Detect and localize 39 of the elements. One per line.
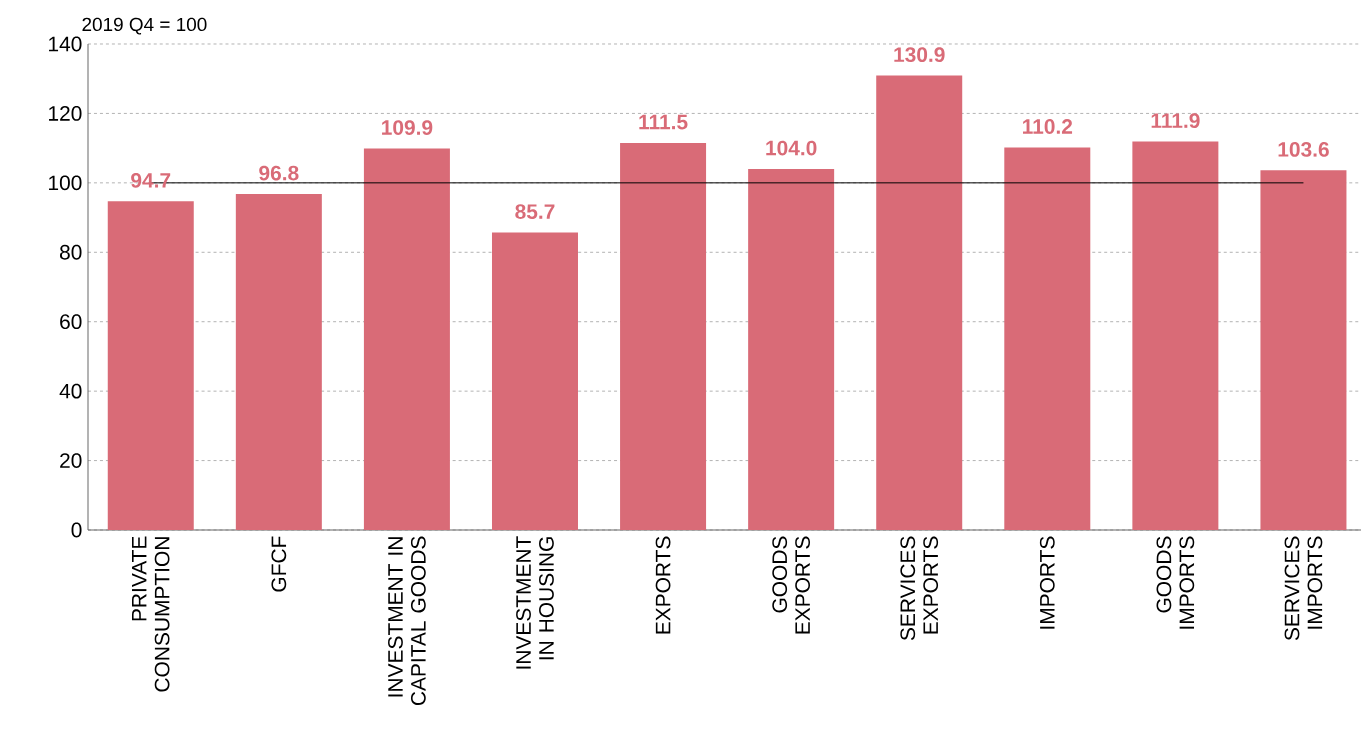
data-label: 130.9: [894, 47, 945, 63]
bar: [1260, 170, 1347, 530]
bar: [363, 148, 450, 530]
x-tick-label: SERVICES EXPORTS: [900, 536, 939, 641]
x-tick-label: INVESTMENT IN CAPITAL GOODS: [388, 536, 426, 706]
x-tick-label: SERVICES IMPORTS: [1284, 536, 1323, 641]
bar: [235, 193, 322, 530]
data-label: 104.0: [766, 140, 817, 156]
y-tick-label: 20: [60, 453, 82, 468]
x-tick-label: GFCF: [271, 536, 287, 592]
bar: [107, 201, 194, 530]
y-tick-label: 140: [49, 36, 82, 52]
y-tick-label: 0: [71, 522, 82, 538]
y-axis-title: 2019 Q4 = 100: [82, 17, 207, 35]
bar: [876, 75, 963, 530]
data-label: 111.5: [639, 114, 688, 130]
data-label: 94.7: [131, 172, 171, 188]
x-tick-label: GOODS EXPORTS: [772, 536, 810, 634]
bar: [491, 232, 578, 530]
data-label: 96.8: [259, 165, 299, 181]
y-tick-label: 100: [49, 175, 82, 191]
bar: [1004, 147, 1091, 530]
x-tick-label: INVESTMENT IN HOUSING: [516, 536, 554, 669]
y-tick-label: 60: [60, 314, 82, 330]
data-label: 103.6: [1278, 141, 1329, 157]
bar: [748, 168, 835, 530]
data-label: 109.9: [382, 120, 433, 135]
data-label: 110.2: [1023, 119, 1073, 134]
data-label: 111.9: [1151, 113, 1200, 129]
x-tick-label: EXPORTS: [655, 536, 671, 634]
y-tick-label: 120: [49, 106, 82, 121]
bar: [1132, 141, 1219, 530]
y-tick-label: 40: [59, 383, 82, 399]
x-tick-label: PRIVATE CONSUMPTION: [132, 536, 170, 692]
x-tick-label: GOODS IMPORTS: [1156, 536, 1195, 629]
y-tick-label: 80: [59, 244, 82, 260]
x-tick-label: IMPORTS: [1039, 536, 1055, 629]
bar: [620, 142, 707, 530]
data-label: 85.7: [515, 204, 555, 219]
